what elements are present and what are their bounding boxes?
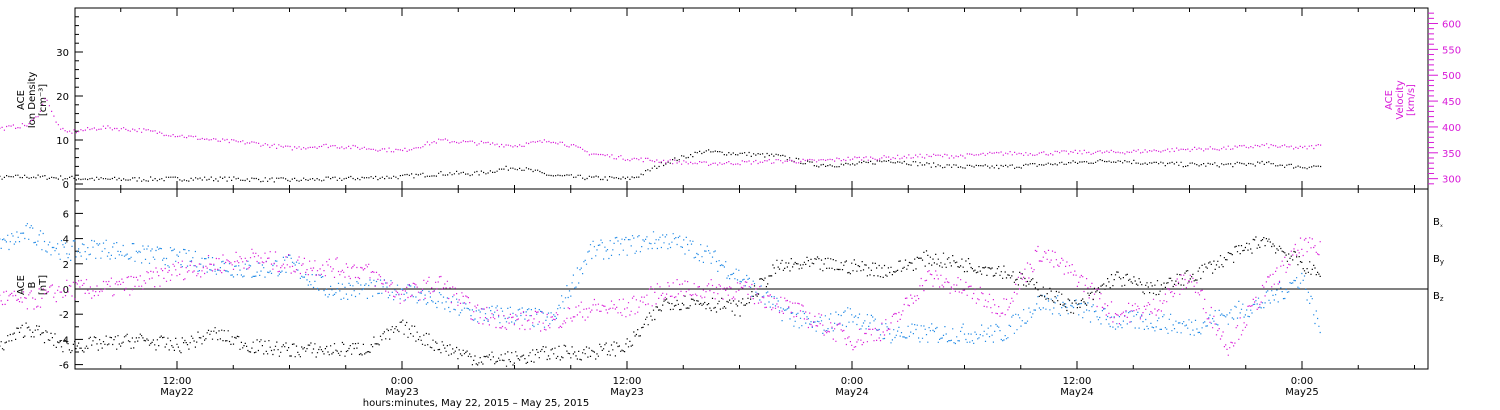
bx-series xyxy=(0,236,1321,367)
time-tick-date: May25 xyxy=(1285,387,1318,398)
velocity-tick-label: 450 xyxy=(1442,97,1461,108)
b-axis-title: ACE B [nT] xyxy=(16,275,49,295)
density-axis-title-line: Ion Density xyxy=(27,72,38,129)
b-axis-title-line: [nT] xyxy=(38,275,49,295)
b-tick-label: -6 xyxy=(59,361,69,372)
b-tick-label: 0 xyxy=(63,285,69,296)
bottom-panel-frame xyxy=(74,188,1429,370)
velocity-tick-label: 600 xyxy=(1442,20,1461,31)
x-ticks xyxy=(120,189,1415,369)
velocity-tick-label: 350 xyxy=(1442,149,1461,160)
time-tick-hour: 0:00 xyxy=(841,376,863,387)
time-tick-date: May24 xyxy=(835,387,868,398)
x-ticks xyxy=(120,8,1415,189)
legend-entry: By xyxy=(1433,254,1444,266)
velocity-tick-label: 500 xyxy=(1442,71,1461,82)
velocity-tick-label: 400 xyxy=(1442,123,1461,134)
velocity-axis-title-line: Velocity xyxy=(1395,80,1406,119)
velocity-tick-label: 550 xyxy=(1442,45,1461,56)
velocity-axis: 300 350 400 450 500 550 600 xyxy=(1428,12,1461,186)
time-tick-hour: 12:00 xyxy=(1063,376,1092,387)
b-axis-title-line: B xyxy=(27,281,38,288)
time-tick-date: May22 xyxy=(160,387,193,398)
time-tick-date: May23 xyxy=(610,387,643,398)
b-tick-label: 6 xyxy=(63,209,69,220)
time-tick-date: May23 xyxy=(385,387,418,398)
density-tick-label: 0 xyxy=(63,180,69,191)
time-tick-hour: 12:00 xyxy=(613,376,642,387)
time-tick-hour: 0:00 xyxy=(1291,376,1313,387)
time-tick-hour: 0:00 xyxy=(391,376,413,387)
time-tick-date: May24 xyxy=(1060,387,1093,398)
b-tick-label: 2 xyxy=(63,260,69,271)
b-legend: Bₓ By Bz xyxy=(1433,217,1444,303)
density-axis-title-line: ACE xyxy=(16,90,27,110)
legend-entry: Bz xyxy=(1433,291,1444,303)
bx-series-points xyxy=(0,236,1321,367)
density-axis-title: ACE Ion Density [cm⁻³] xyxy=(16,72,49,129)
bz-series xyxy=(0,237,1321,356)
velocity-axis-title-line: [km/s] xyxy=(1406,84,1417,116)
b-tick-label: -2 xyxy=(59,310,69,321)
density-axis: 0 10 20 30 xyxy=(56,16,83,191)
time-tick-hour: 12:00 xyxy=(163,376,192,387)
density-axis-title-line: [cm⁻³] xyxy=(38,84,49,116)
velocity-axis-title: ACE Velocity [km/s] xyxy=(1384,80,1417,119)
density-tick-label: 30 xyxy=(56,48,69,59)
b-tick-label: 4 xyxy=(63,235,69,246)
density-tick-label: 20 xyxy=(56,92,69,103)
legend-entry: Bₓ xyxy=(1433,217,1443,229)
b-axis-title-line: ACE xyxy=(16,275,27,295)
density-tick-label: 10 xyxy=(56,136,69,147)
velocity-axis-title-line: ACE xyxy=(1384,90,1395,110)
velocity-tick-label: 300 xyxy=(1442,175,1461,186)
time-axis-labels: 12:00May220:00May2312:00May230:00May2412… xyxy=(160,376,1318,398)
time-axis-footer: hours:minutes, May 22, 2015 – May 25, 20… xyxy=(363,398,589,409)
bz-series-points xyxy=(0,237,1321,356)
